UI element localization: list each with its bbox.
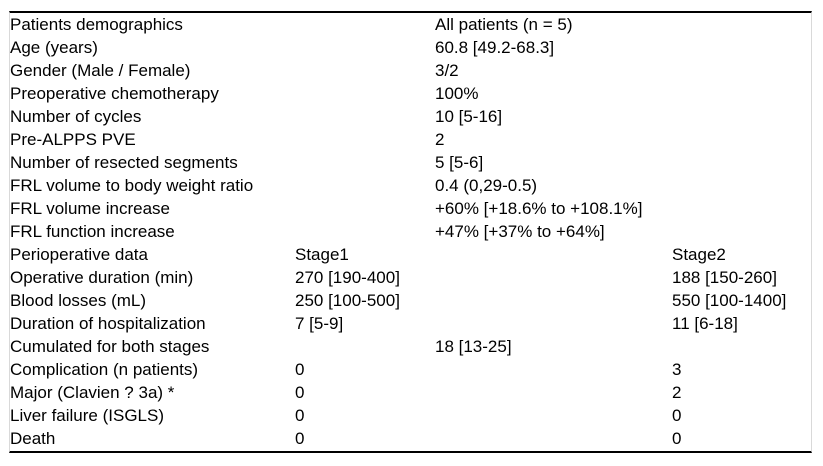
row-label: Number of resected segments — [10, 152, 238, 172]
row-label: FRL volume increase — [10, 198, 170, 218]
table-row: Death 0 0 — [10, 428, 810, 451]
stage1-value — [295, 82, 435, 105]
all-patients-value — [435, 359, 672, 382]
row-label: Age (years) — [10, 37, 98, 57]
stage1-value — [295, 59, 435, 82]
row-label: Cumulated for both stages — [10, 337, 210, 357]
table-header-row: Patients demographics All patients (n = … — [10, 13, 810, 36]
stage1-value — [295, 36, 435, 59]
stage2-value: 2 — [672, 383, 682, 403]
row-label: Major (Clavien ? 3a) * — [10, 383, 175, 403]
table-row: Blood losses (mL) 250 [100-500] 550 [100… — [10, 290, 810, 313]
stage2-value — [672, 336, 810, 359]
all-patients-value — [435, 267, 672, 290]
patients-demographics-table-frame: Patients demographics All patients (n = … — [9, 11, 812, 453]
stage2-value — [672, 36, 810, 59]
all-patients-value: 100% — [435, 83, 479, 103]
stage1-value: 0 — [295, 360, 305, 380]
stage2-value: 550 [100-1400] — [672, 291, 787, 311]
stage1-value — [295, 151, 435, 174]
table-row: Gender (Male / Female) 3/2 — [10, 59, 810, 82]
table-row: FRL volume to body weight ratio 0.4 (0,2… — [10, 174, 810, 197]
all-patients-value: +47% [+37% to +64%] — [435, 221, 605, 241]
row-label: FRL function increase — [10, 221, 175, 241]
all-patients-value: 3/2 — [435, 60, 459, 80]
stage1-value: 270 [190-400] — [295, 268, 400, 288]
row-label: Gender (Male / Female) — [10, 60, 191, 80]
stage2-value — [672, 128, 810, 151]
table-row: FRL volume increase +60% [+18.6% to +108… — [10, 197, 810, 220]
all-patients-value: 2 — [435, 129, 445, 149]
stage1-value: 0 — [295, 429, 305, 449]
stage1-value — [295, 197, 435, 220]
row-label: Blood losses (mL) — [10, 291, 147, 311]
table-row: Number of resected segments 5 [5-6] — [10, 151, 810, 174]
stage1-value: Stage1 — [295, 244, 349, 264]
table-row: Cumulated for both stages 18 [13-25] — [10, 336, 810, 359]
stage2-value — [672, 59, 810, 82]
table-row: Operative duration (min) 270 [190-400] 1… — [10, 267, 810, 290]
table-row: Number of cycles 10 [5-16] — [10, 105, 810, 128]
stage2-value: 188 [150-260] — [672, 268, 777, 288]
all-patients-value — [435, 382, 672, 405]
row-label: Duration of hospitalization — [10, 314, 206, 334]
stage2-value: 0 — [672, 429, 682, 449]
all-patients-value: 5 [5-6] — [435, 152, 484, 172]
table-row: Perioperative data Stage1 Stage2 — [10, 243, 810, 266]
stage2-value — [672, 197, 810, 220]
stage1-value: 250 [100-500] — [295, 291, 400, 311]
stage1-value — [295, 336, 435, 359]
row-label: Operative duration (min) — [10, 268, 194, 288]
all-patients-value: 18 [13-25] — [435, 337, 512, 357]
row-label: Preoperative chemotherapy — [10, 83, 219, 103]
stage1-value: 0 — [295, 383, 305, 403]
stage2-value — [672, 220, 810, 243]
stage2-value: 0 — [672, 406, 682, 426]
row-label: Number of cycles — [10, 106, 142, 126]
stage1-value — [295, 174, 435, 197]
row-label: FRL volume to body weight ratio — [10, 175, 254, 195]
stage2-value — [672, 174, 810, 197]
stage1-value — [295, 105, 435, 128]
all-patients-value: 0.4 (0,29-0.5) — [435, 175, 538, 195]
stage2-value: Stage2 — [672, 244, 726, 264]
stage2-value: 3 — [672, 360, 682, 380]
table-row: Major (Clavien ? 3a) * 0 2 — [10, 382, 810, 405]
all-patients-value: 60.8 [49.2-68.3] — [435, 37, 555, 57]
stage2-value — [672, 105, 810, 128]
row-label: Pre-ALPPS PVE — [10, 129, 136, 149]
table-row: Preoperative chemotherapy 100% — [10, 82, 810, 105]
stage1-value — [295, 220, 435, 243]
all-patients-value — [435, 313, 672, 336]
row-label: Death — [10, 429, 56, 449]
row-label: Complication (n patients) — [10, 360, 199, 380]
table-row: Duration of hospitalization 7 [5-9] 11 [… — [10, 313, 810, 336]
table-row: Complication (n patients) 0 3 — [10, 359, 810, 382]
header-all-patients: All patients (n = 5) — [435, 14, 573, 34]
patients-demographics-table: Patients demographics All patients (n = … — [10, 13, 810, 451]
table-row: Pre-ALPPS PVE 2 — [10, 128, 810, 151]
all-patients-value — [435, 428, 672, 451]
all-patients-value: 10 [5-16] — [435, 106, 503, 126]
table-row: Age (years) 60.8 [49.2-68.3] — [10, 36, 810, 59]
stage2-value: 11 [6-18] — [672, 314, 738, 334]
all-patients-value — [435, 243, 672, 266]
stage1-value: 0 — [295, 406, 305, 426]
stage1-value: 7 [5-9] — [295, 314, 344, 334]
table-row: FRL function increase +47% [+37% to +64%… — [10, 220, 810, 243]
table-row: Liver failure (ISGLS) 0 0 — [10, 405, 810, 428]
stage2-value — [672, 82, 810, 105]
all-patients-value — [435, 290, 672, 313]
stage1-value — [295, 128, 435, 151]
stage2-value — [672, 151, 810, 174]
all-patients-value: +60% [+18.6% to +108.1%] — [435, 198, 643, 218]
header-patients-demographics: Patients demographics — [10, 14, 183, 34]
row-label: Perioperative data — [10, 244, 148, 264]
row-label: Liver failure (ISGLS) — [10, 406, 164, 426]
all-patients-value — [435, 405, 672, 428]
